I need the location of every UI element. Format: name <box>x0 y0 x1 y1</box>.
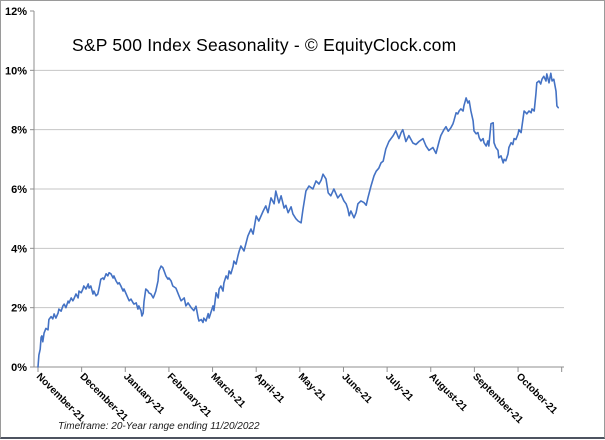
y-tick-label: 2% <box>11 303 27 315</box>
chart-title: S&P 500 Index Seasonality - © EquityCloc… <box>72 35 457 55</box>
y-tick-label: 4% <box>11 243 27 255</box>
x-tick-label: August-21 <box>427 371 470 414</box>
x-tick-label: January-21 <box>121 371 166 416</box>
x-tick-label: April-21 <box>252 371 286 405</box>
y-tick-label: 8% <box>11 125 27 137</box>
x-tick-label: October-21 <box>514 371 559 416</box>
y-tick-label: 10% <box>5 65 27 77</box>
x-tick-label: May-21 <box>296 371 328 403</box>
timeframe-note: Timeframe: 20-Year range ending 11/20/20… <box>58 421 260 432</box>
x-tick-label: February-21 <box>165 371 214 420</box>
x-tick-label: March-21 <box>208 371 247 410</box>
y-tick-label: 0% <box>11 362 27 374</box>
x-tick-label: July-21 <box>383 371 415 403</box>
y-tick-label: 6% <box>11 184 27 196</box>
series-line <box>37 72 560 368</box>
y-tick-label: 12% <box>5 6 27 18</box>
x-tick-label: June-21 <box>339 371 374 406</box>
